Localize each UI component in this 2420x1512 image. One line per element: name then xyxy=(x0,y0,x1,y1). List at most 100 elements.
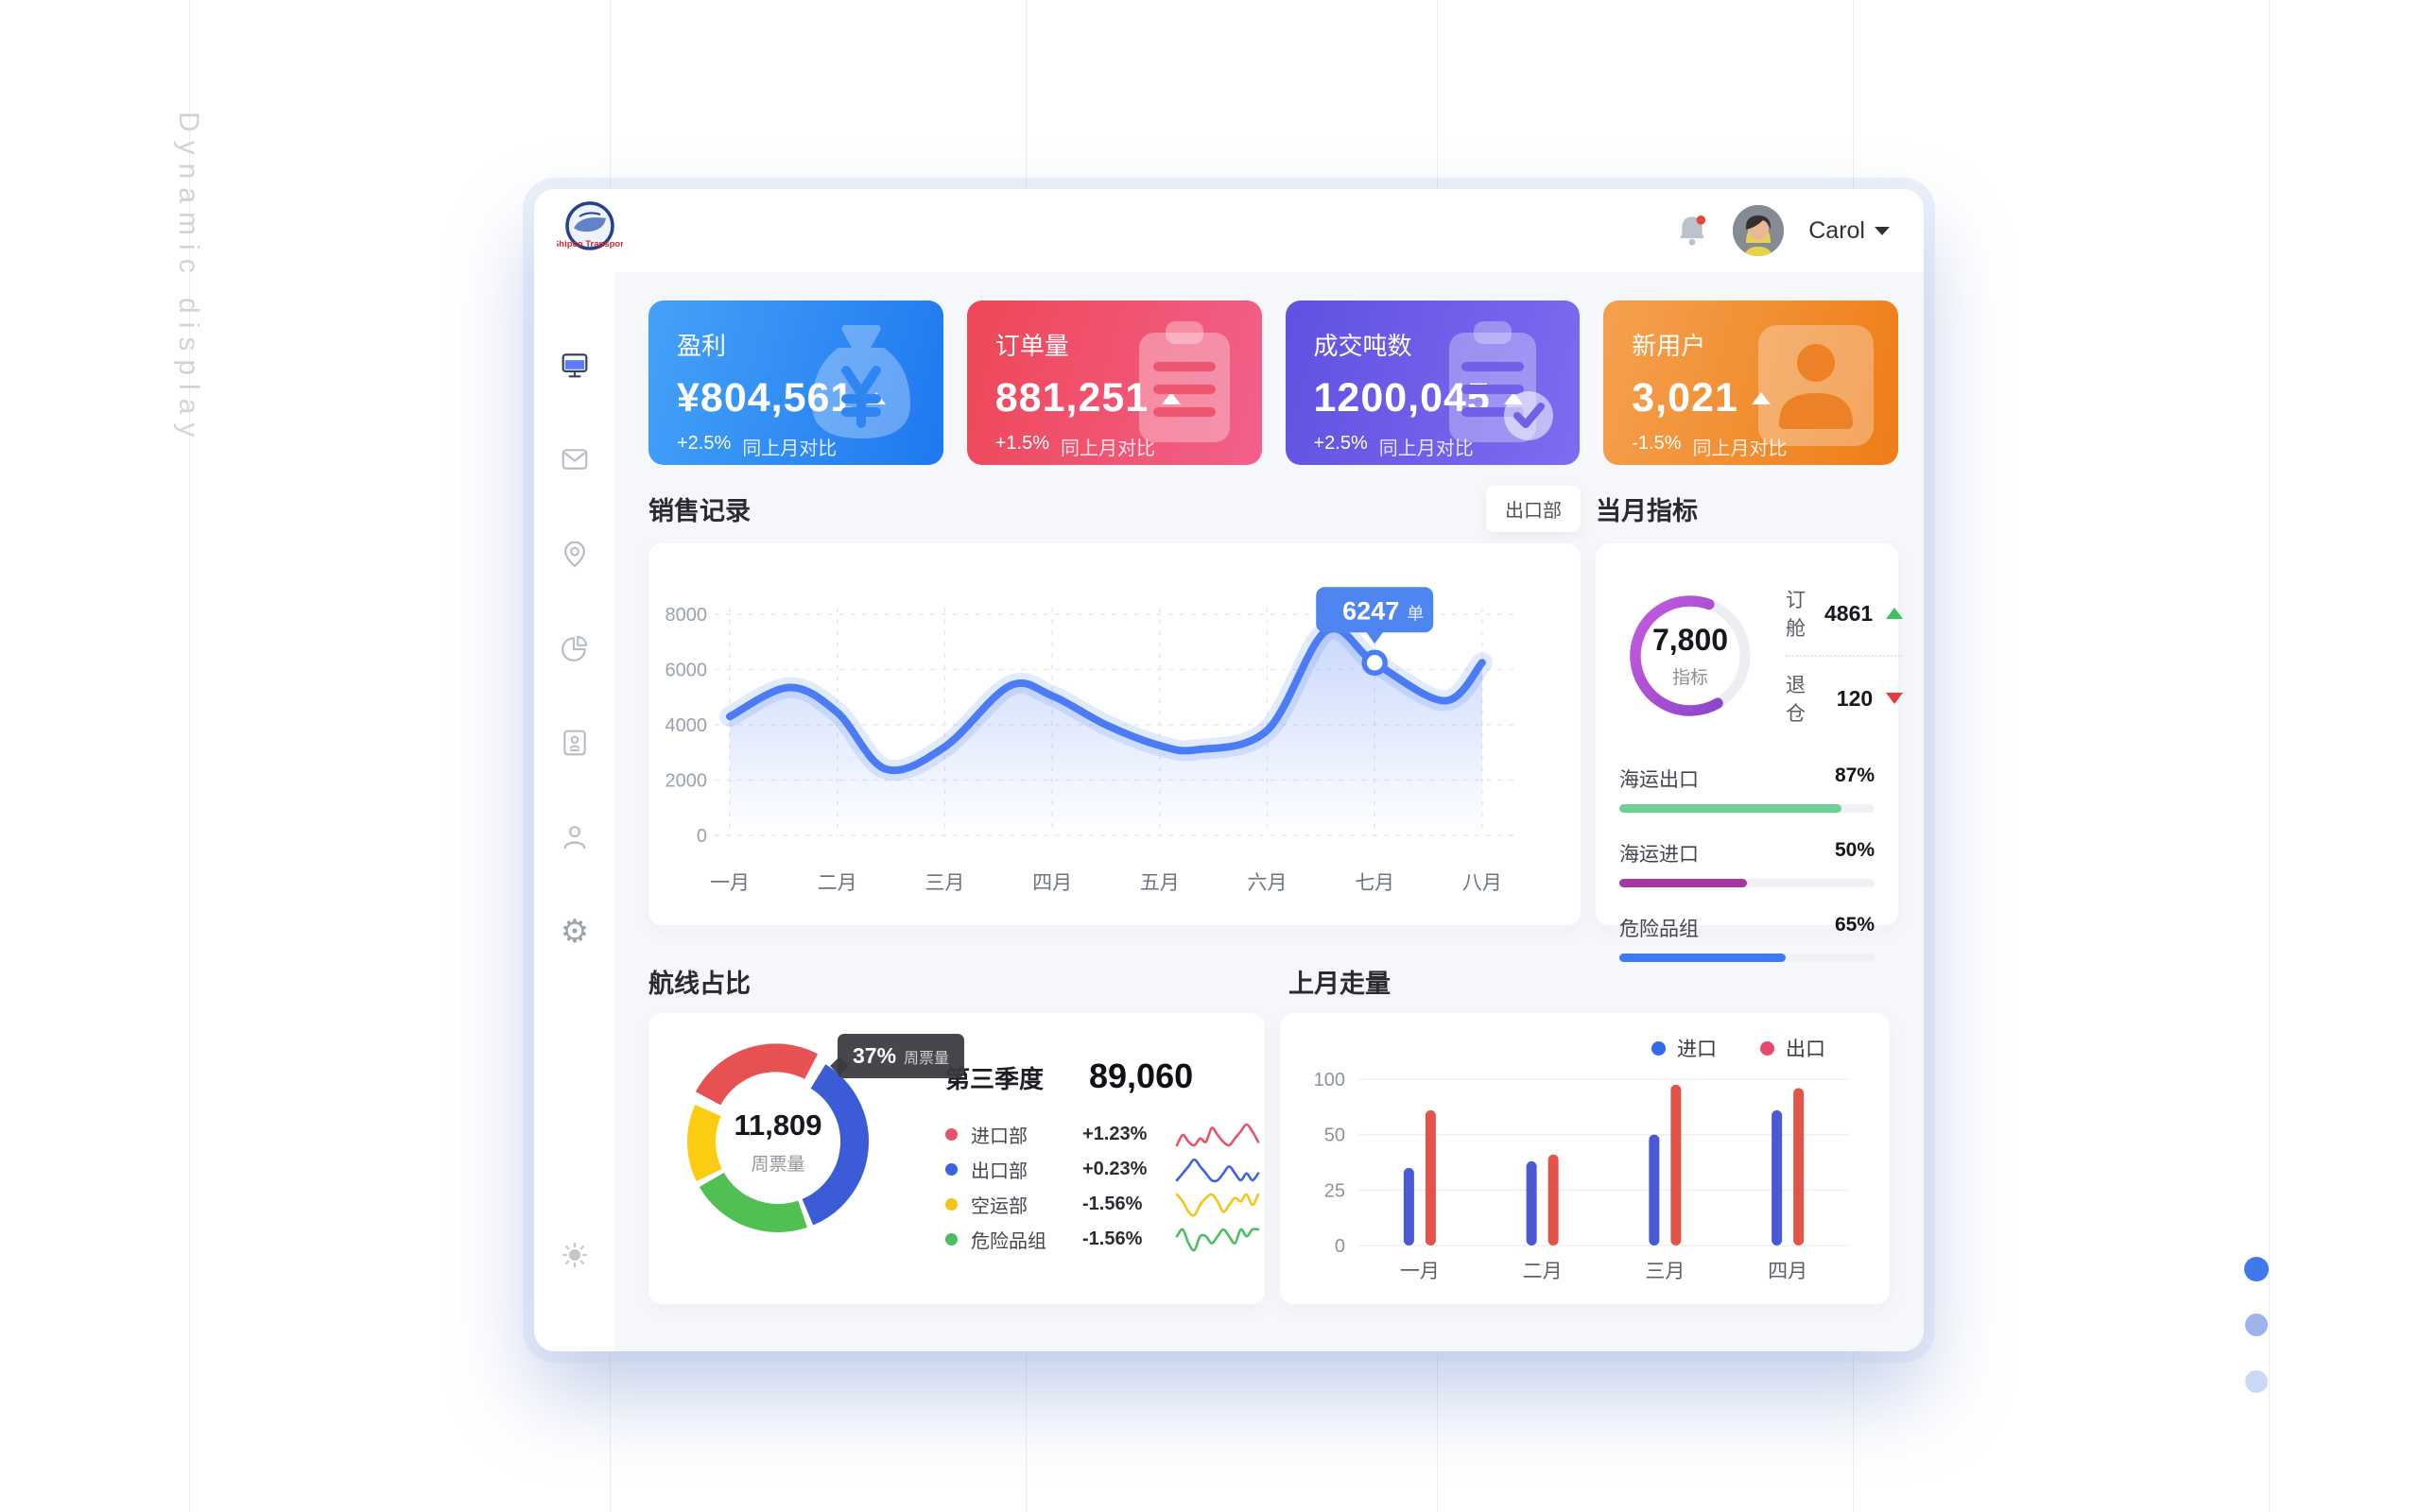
stat-cards-row: 盈利 ¥804,561 +2.5% 同上月对比 xyxy=(648,301,1898,465)
progress-label: 海运进口 xyxy=(1619,844,1699,866)
legend-dot xyxy=(945,1163,958,1176)
progress-pct: 50% xyxy=(1834,839,1875,861)
notifications-button[interactable] xyxy=(1676,214,1708,248)
progress-sea-export: 海运出口 87% xyxy=(1619,765,1875,813)
progress-bar-fill xyxy=(1619,879,1747,887)
svg-text:单: 单 xyxy=(1407,604,1424,623)
stat-card-tonnage: 成交吨数 1200,045 +2.5% 同上月对比 xyxy=(1285,301,1581,465)
carousel-dot-3[interactable] xyxy=(2245,1370,2268,1393)
legend-import-dept: 进口部 +1.23% xyxy=(945,1117,1262,1152)
target-gauge: 7,800 指标 xyxy=(1619,585,1761,727)
monitor-icon xyxy=(562,353,588,378)
progress-list: 海运出口 87% 海运进口 50% xyxy=(1619,765,1875,962)
legend-dot xyxy=(945,1198,958,1211)
trend-up-icon xyxy=(1886,608,1904,619)
metric-value: 120 xyxy=(1836,685,1874,711)
progress-pct: 65% xyxy=(1834,914,1875,936)
metric-label: 退仓 xyxy=(1786,675,1806,725)
stat-delta-note: 同上月对比 xyxy=(1378,438,1474,459)
avatar-image xyxy=(1733,205,1785,256)
sparkline xyxy=(1175,1158,1260,1182)
svg-text:6247: 6247 xyxy=(1342,596,1399,625)
chevron-down-icon xyxy=(1875,226,1890,235)
user-icon xyxy=(563,826,586,850)
stat-value: 1200,045 xyxy=(1313,375,1491,421)
quarter-value: 89,060 xyxy=(1089,1057,1194,1095)
stat-value: 3,021 xyxy=(1632,375,1738,421)
divider xyxy=(1786,655,1904,657)
stat-value: 881,251 xyxy=(994,375,1150,421)
gauge-value: 7,800 xyxy=(1651,623,1729,657)
stat-title: 订单量 xyxy=(994,332,1069,360)
carousel-dot-2[interactable] xyxy=(2245,1314,2268,1336)
sidebar-nav: ⚙ xyxy=(534,272,615,1351)
dashboard-window: Shipco Transport xyxy=(534,189,1924,1351)
progress-bar-fill xyxy=(1619,804,1841,813)
svg-text:一月: 一月 xyxy=(1400,1261,1440,1282)
metric-booking: 订舱 4861 xyxy=(1786,572,1904,655)
progress-label: 海运出口 xyxy=(1619,769,1699,791)
stat-card-new-users: 新用户 3,021 -1.5% 同上月对比 xyxy=(1603,301,1898,465)
sparkline xyxy=(1175,1227,1260,1251)
bar-chart-legend: 进口 出口 xyxy=(1306,1034,1863,1062)
legend-dot xyxy=(945,1233,958,1246)
monthly-bar-chart: 0 25 50 100 一月 二月 三月 四月 xyxy=(1314,1070,1849,1282)
sidebar-item-analytics[interactable] xyxy=(548,601,601,696)
svg-text:25: 25 xyxy=(1324,1180,1345,1201)
sidebar-item-profile[interactable] xyxy=(548,790,601,885)
sales-line-chart: 0 2000 4000 6000 8000 一月 二月 三月 四月 五月 六月 七月 八月 6247 单 xyxy=(666,587,1518,894)
trend-up-icon xyxy=(1751,392,1771,404)
unread-dot xyxy=(1696,215,1706,225)
theme-toggle[interactable] xyxy=(548,1208,601,1302)
svg-text:七月: 七月 xyxy=(1355,872,1394,894)
sun-icon xyxy=(562,1242,588,1268)
section-titles-row-2: 航线占比 上月走量 xyxy=(648,963,1898,1000)
svg-text:二月: 二月 xyxy=(1523,1261,1563,1282)
sidebar-item-contacts[interactable] xyxy=(548,696,601,790)
svg-text:四月: 四月 xyxy=(1768,1261,1807,1282)
progress-bar-fill xyxy=(1619,954,1786,962)
svg-text:50: 50 xyxy=(1324,1125,1345,1146)
svg-text:六月: 六月 xyxy=(1248,872,1288,894)
svg-text:四月: 四月 xyxy=(1032,872,1072,894)
sidebar-item-settings[interactable]: ⚙ xyxy=(548,885,601,979)
gear-icon: ⚙ xyxy=(560,914,590,950)
sidebar-item-messages[interactable] xyxy=(548,412,601,507)
user-avatar[interactable] xyxy=(1733,205,1785,256)
sidebar-item-dashboard[interactable] xyxy=(548,318,601,412)
stat-card-profit: 盈利 ¥804,561 +2.5% 同上月对比 xyxy=(648,301,943,465)
trend-up-icon xyxy=(1162,392,1182,404)
section-titles-row: 销售记录 出口部 当月指标 xyxy=(648,486,1898,532)
stat-title: 成交吨数 xyxy=(1313,332,1412,360)
carousel-dot-1[interactable] xyxy=(2244,1257,2269,1281)
brand-logo[interactable]: Shipco Transport xyxy=(553,198,628,264)
user-badge-icon xyxy=(1754,318,1877,455)
svg-text:6000: 6000 xyxy=(666,661,708,681)
metric-label: 订舱 xyxy=(1786,590,1806,640)
clipboard-check-icon xyxy=(1442,318,1559,455)
stat-delta: +2.5% xyxy=(677,433,732,454)
stat-value: ¥804,561 xyxy=(677,375,855,421)
bg-guide-line xyxy=(2269,0,2270,1512)
svg-text:二月: 二月 xyxy=(818,872,857,894)
progress-dangerous-goods: 危险品组 65% xyxy=(1619,914,1875,962)
user-menu[interactable]: Carol xyxy=(1808,217,1890,245)
svg-text:Shipco Transport: Shipco Transport xyxy=(557,239,623,249)
stat-delta: +1.5% xyxy=(994,433,1050,454)
location-pin-icon xyxy=(564,541,585,568)
monthly-section-title: 上月走量 xyxy=(1288,970,1391,998)
gauge-arc xyxy=(1630,595,1751,716)
metrics-section-title: 当月指标 xyxy=(1596,497,1698,525)
legend-dot xyxy=(1760,1040,1774,1056)
bell-icon xyxy=(1680,215,1706,246)
svg-text:三月: 三月 xyxy=(1645,1261,1685,1282)
department-filter-button[interactable]: 出口部 xyxy=(1486,486,1581,532)
sidebar-item-locations[interactable] xyxy=(548,507,601,601)
stat-delta-note: 同上月对比 xyxy=(1692,438,1788,459)
routes-legend: 进口部 +1.23% 出口部 +0.23% xyxy=(945,1117,1262,1257)
sparkline xyxy=(1175,1193,1260,1217)
bg-guide-line xyxy=(189,0,190,1512)
stat-card-orders: 订单量 881,251 +1.5% 同上月对比 xyxy=(966,301,1262,465)
donut-center-value: 11,809 xyxy=(734,1108,822,1142)
donut-center-label: 周票量 xyxy=(751,1154,805,1175)
